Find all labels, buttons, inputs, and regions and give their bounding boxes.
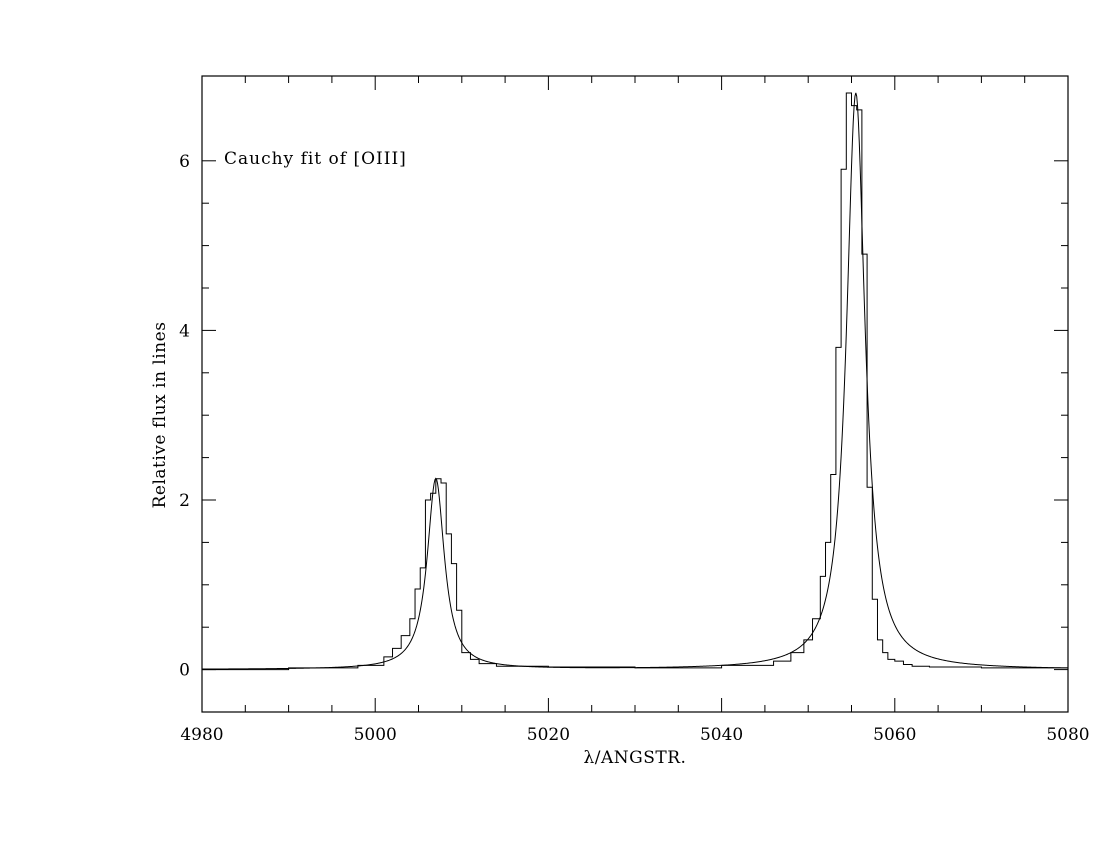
series-cauchy-fit [202,92,1069,670]
y-tick-label: 4 [179,321,190,341]
chart-annotation: Cauchy fit of [OIII] [224,149,407,169]
x-tick-label: 5000 [354,725,397,745]
tick-marks [201,76,1069,712]
x-tick-label: 5060 [873,725,916,745]
x-tick-label: 5080 [1046,725,1089,745]
y-tick-label: 0 [179,661,190,681]
plot-frame [201,75,1069,713]
y-tick-label: 2 [179,491,190,511]
tick-labels: 4980 5000 5020 5040 5060 5080 0 2 4 6 [179,152,1089,745]
y-tick-label: 6 [179,152,190,172]
x-tick-label: 5020 [527,725,570,745]
x-axis-label: λ/ANGSTR. [584,748,687,768]
y-axis-label: Relative flux in lines [150,322,170,509]
series-observed-steps [202,92,1069,671]
x-tick-label: 4980 [180,725,223,745]
x-tick-label: 5040 [700,725,743,745]
series-group [202,92,1069,671]
